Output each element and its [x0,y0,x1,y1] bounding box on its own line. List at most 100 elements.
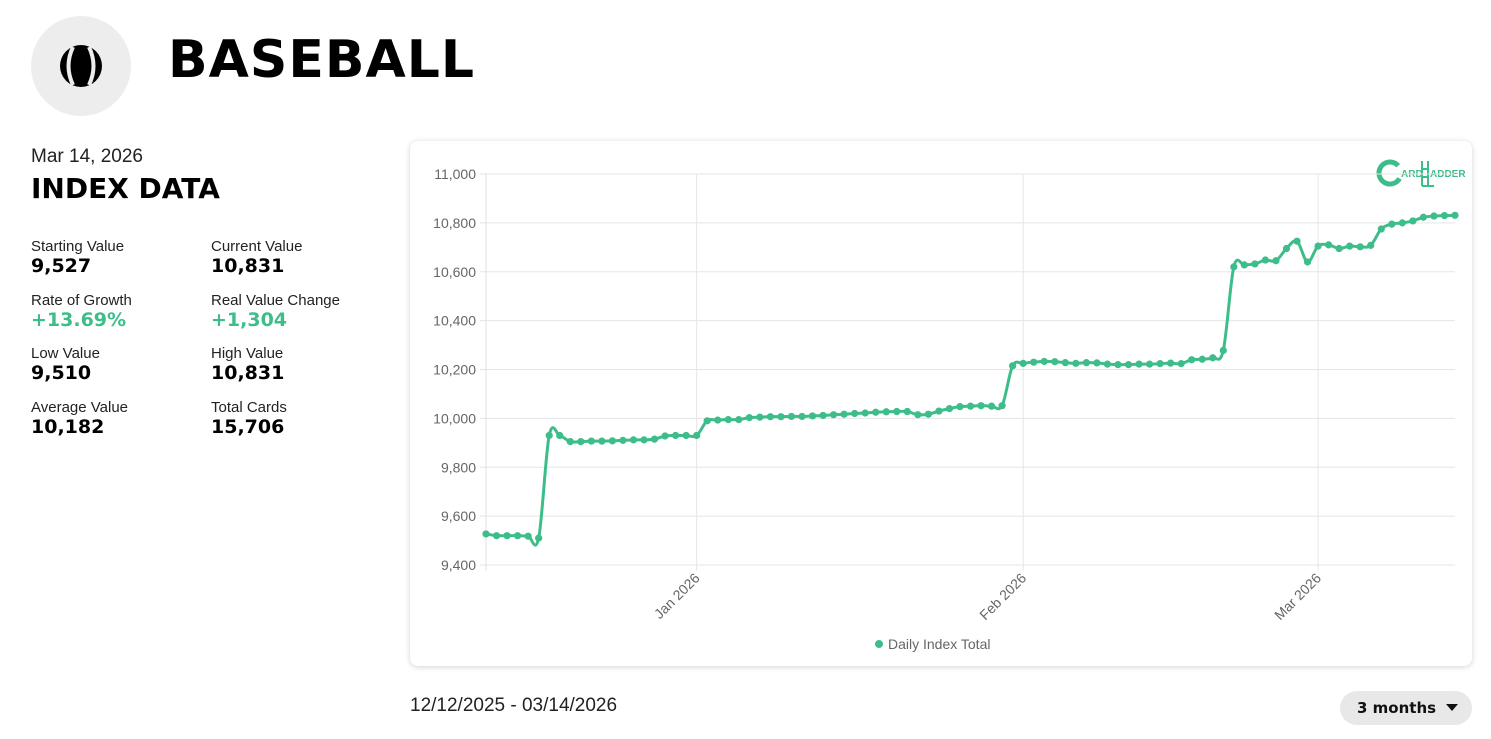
section-title: INDEX DATA [31,172,220,205]
data-point [977,402,985,410]
data-point [829,411,838,419]
y-tick-label: 10,800 [433,215,476,231]
stat: Average Value 10,182 [31,399,206,438]
stat: Starting Value 9,527 [31,238,206,277]
data-point [1209,354,1217,362]
data-point [724,415,732,424]
data-point [1346,242,1354,250]
data-point [671,431,680,440]
data-point [1240,261,1248,269]
data-point [998,402,1006,410]
data-point [787,412,796,421]
stat: Total Cards 15,706 [211,399,386,438]
data-point [1367,241,1375,249]
data-point [956,403,964,411]
baseball-icon [60,45,102,87]
data-point [545,431,553,440]
data-point [893,407,901,416]
data-point [1019,359,1027,367]
data-point [1325,241,1333,249]
data-point [903,407,911,416]
data-point [556,431,564,440]
data-point [1303,258,1312,266]
stat: Current Value 10,831 [211,238,386,277]
data-point [1282,244,1291,253]
data-point [1051,358,1059,366]
data-point [650,435,659,443]
data-point [577,437,585,446]
data-point [714,416,722,424]
y-tick-label: 10,000 [433,410,476,426]
data-point [482,530,490,538]
data-point [1293,237,1301,245]
data-point [1440,211,1449,220]
data-point [1040,357,1048,366]
data-point [1093,359,1101,367]
data-point [777,413,785,421]
data-point [1314,242,1322,250]
data-point [882,408,890,416]
data-point [1430,212,1438,220]
legend-marker [875,640,883,648]
chart: ARD ADDER 9,400 9,600 9,800 10,000 10,200 10,… [433,159,1466,652]
stat: Low Value 9,510 [31,345,206,384]
x-tick-label: Feb 2026 [976,570,1029,623]
data-point [1135,360,1143,368]
data-point [1103,360,1112,368]
stat-label: Current Value [211,238,303,255]
data-point [798,412,806,421]
data-point [766,413,774,421]
stat-label: Real Value Change [211,291,340,309]
data-point [608,437,616,445]
data-point [598,437,606,445]
stat-value: 10,182 [31,415,105,438]
stat-label: High Value [211,345,284,362]
data-point [924,410,932,418]
data-point [703,417,711,425]
data-point [1451,211,1459,219]
y-tick-label: 9,400 [441,557,476,573]
stat-label: Rate of Growth [31,291,132,309]
data-point [513,532,522,540]
data-point [1335,244,1343,253]
y-tick-label: 9,800 [441,459,476,475]
data-point [1198,355,1206,363]
data-point [840,410,848,418]
stat: Real Value Change +1,304 [211,292,386,331]
range-select-label: 3 months [1357,699,1437,717]
data-point [1009,362,1017,370]
stat: Rate of Growth +13.69% [31,292,206,331]
data-point [735,415,743,424]
y-tick-label: 10,200 [433,362,476,378]
legend-label: Daily Index Total [888,636,990,652]
data-point [1124,361,1133,369]
data-point [535,534,543,542]
data-point [914,411,922,419]
y-tick-label: 10,600 [433,264,476,280]
data-point [492,532,501,540]
data-point [1072,359,1080,367]
y-tick-label: 9,600 [441,508,476,524]
sport-icon [31,16,131,116]
x-tick-label: Mar 2026 [1271,570,1324,623]
data-point [1219,346,1227,355]
data-point [808,412,817,420]
data-point [1272,257,1280,265]
as-of-date: Mar 14, 2026 [31,146,143,167]
data-point [945,405,954,413]
stat-value: 15,706 [211,415,285,438]
data-point [987,402,996,410]
stat: High Value 10,831 [211,345,386,384]
data-point [1145,360,1154,368]
stat-label: Low Value [31,345,100,362]
y-tick-label: 11,000 [434,166,476,182]
x-tick-label: Jan 2026 [651,570,703,622]
stat-value: 10,831 [211,362,285,384]
data-point [872,408,880,416]
logo: ARD ADDER [1376,159,1466,187]
range-select[interactable]: 3 months [1340,691,1472,725]
data-point [1251,260,1259,268]
data-point [1061,359,1069,367]
chart-card: ARD ADDER 9,400 9,600 9,800 10,000 10,200 10,… [410,141,1472,666]
